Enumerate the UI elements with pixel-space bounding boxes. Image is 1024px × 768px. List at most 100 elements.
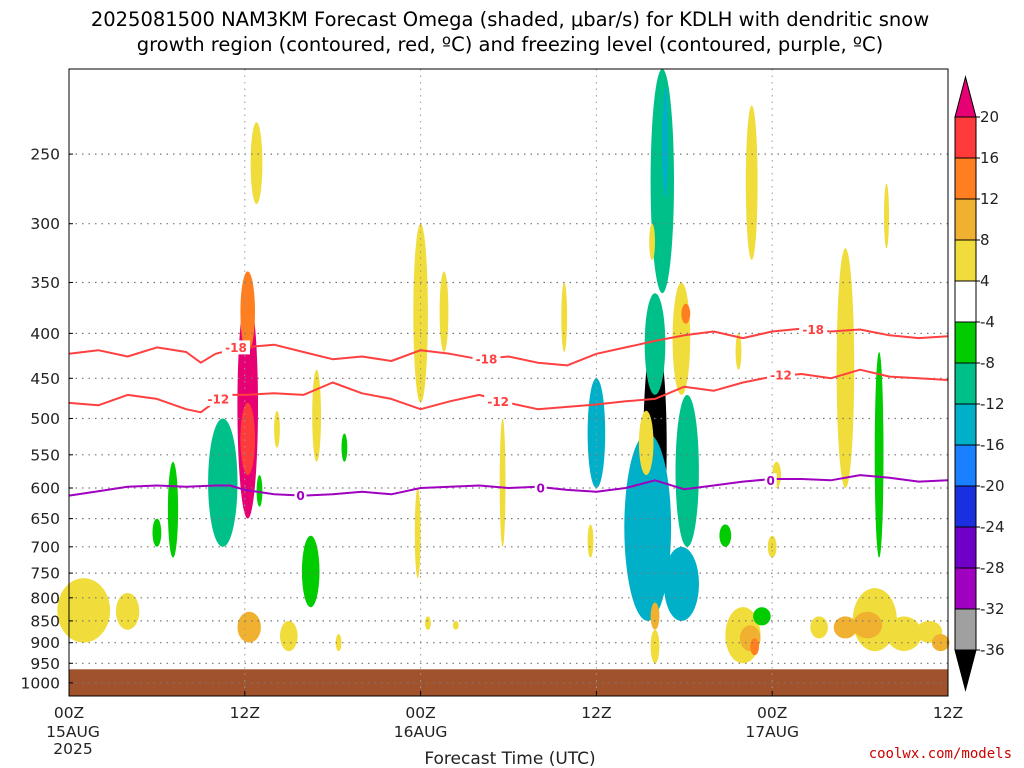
colorbar-label: -12 xyxy=(980,395,1005,413)
omega-patch xyxy=(719,524,732,547)
colorbar-segment xyxy=(954,239,977,282)
omega-patch xyxy=(57,578,111,643)
omega-patch xyxy=(413,223,428,403)
y-axis: 250 300 350 400 450 500 550 600 650 700 750 800 850 9… xyxy=(21,146,73,692)
y-tick-label: 800 xyxy=(30,589,60,607)
colorbar-label: -8 xyxy=(980,354,995,372)
x-tick-sublabel: 2025 xyxy=(53,740,92,758)
contour-label-bg xyxy=(294,488,307,503)
colorbar-label: 4 xyxy=(980,272,990,290)
colorbar-label: -16 xyxy=(980,436,1005,454)
omega-patch xyxy=(167,461,179,558)
x-tick-label: 00Z xyxy=(405,704,435,722)
colorbar-segment xyxy=(954,526,977,569)
omega-patch xyxy=(280,620,298,652)
contour-label: 0 xyxy=(767,474,775,488)
colorbar-segment xyxy=(954,362,977,405)
colorbar-label: 20 xyxy=(980,108,999,126)
colorbar-label: -24 xyxy=(980,518,1005,536)
y-tick-label: 1000 xyxy=(21,674,60,692)
x-tick-label: 00Z xyxy=(54,704,84,722)
omega-patch xyxy=(301,535,320,608)
contour-label: -18 xyxy=(802,323,824,337)
omega-patch xyxy=(644,293,666,395)
y-tick-label: 950 xyxy=(30,655,60,673)
y-tick-label: 500 xyxy=(30,410,60,428)
omega-patch xyxy=(874,352,884,558)
y-tick-label: 600 xyxy=(30,480,60,498)
omega-patch xyxy=(237,611,261,643)
contour-label-bg xyxy=(204,391,233,406)
y-tick-label: 250 xyxy=(30,146,60,164)
omega-patch xyxy=(452,620,459,630)
colorbar-segment xyxy=(954,157,977,200)
omega-patch xyxy=(335,634,342,652)
omega-shading xyxy=(57,69,950,664)
contour-label-bg xyxy=(484,394,513,409)
omega-patch xyxy=(852,611,883,639)
y-tick-label: 450 xyxy=(30,370,60,388)
omega-patch xyxy=(675,394,699,547)
omega-patch xyxy=(650,69,674,294)
contour-label-bg xyxy=(534,481,547,495)
omega-patch xyxy=(240,402,255,476)
chart-title-line1: 2025081500 NAM3KM Forecast Omega (shaded… xyxy=(91,8,929,31)
x-tick-sublabel: 15AUG xyxy=(46,723,100,741)
contour-label: -12 xyxy=(487,395,509,409)
contour-label: -12 xyxy=(770,368,792,382)
colorbar-label: -20 xyxy=(980,477,1005,495)
contour-labels: -18 -18 -18 -12 -12 -12 0 0 0 xyxy=(204,322,828,503)
omega-patch xyxy=(256,475,263,507)
colorbar: 20 16 12 8 4 -4 -8 -12 -16 -20 -24 -28 -32 -36 xyxy=(954,75,1005,692)
contour-label-bg xyxy=(767,367,795,382)
colorbar-segment xyxy=(954,485,977,528)
contour-label: -18 xyxy=(476,353,498,367)
colorbar-label: 12 xyxy=(980,190,999,208)
contour-label-bg xyxy=(764,473,777,488)
contour-line-freezing xyxy=(68,474,949,497)
colorbar-segment xyxy=(954,403,977,446)
contour-label: -12 xyxy=(208,392,230,406)
omega-patch xyxy=(115,593,140,630)
y-tick-label: 650 xyxy=(30,510,60,528)
omega-patch xyxy=(810,616,828,639)
terrain-fill xyxy=(69,669,948,696)
omega-patch xyxy=(587,524,594,558)
y-tick-label: 750 xyxy=(30,565,60,583)
colorbar-segment xyxy=(954,608,977,651)
omega-patch xyxy=(753,607,771,626)
omega-patch xyxy=(662,87,669,198)
colorbar-label: -28 xyxy=(980,559,1005,577)
omega-patch xyxy=(735,333,742,370)
contour-label-bg xyxy=(222,340,250,355)
omega-patch xyxy=(649,223,655,260)
omega-patch xyxy=(833,616,858,639)
x-axis-label: Forecast Time (UTC) xyxy=(424,749,595,768)
plot-area: -18 -18 -18 -12 -12 -12 0 0 0 xyxy=(57,68,950,697)
x-tick-sublabel: 16AUG xyxy=(394,723,448,741)
omega-patch xyxy=(425,616,431,630)
omega-patch xyxy=(499,418,506,547)
colorbar-top-arrow xyxy=(954,75,977,118)
omega-patch xyxy=(745,105,758,260)
contour-label-bg xyxy=(472,352,501,367)
x-tick-label: 12Z xyxy=(581,704,611,722)
colorbar-segment xyxy=(954,280,977,323)
y-tick-label: 550 xyxy=(30,446,60,464)
colorbar-label: -32 xyxy=(980,600,1005,618)
plot-frame xyxy=(68,68,949,697)
omega-patch xyxy=(561,282,568,353)
contour-label: -18 xyxy=(225,341,247,355)
omega-patch xyxy=(274,410,280,448)
colorbar-segment xyxy=(954,567,977,610)
y-tick-label: 900 xyxy=(30,634,60,652)
colorbar-bottom-arrow xyxy=(954,649,977,692)
terrain-band xyxy=(69,669,948,696)
y-tick-label: 300 xyxy=(30,215,60,233)
omega-patch xyxy=(624,433,672,621)
colorbar-label: -4 xyxy=(980,313,995,331)
y-tick-label: 850 xyxy=(30,612,60,630)
omega-patch xyxy=(414,487,421,579)
